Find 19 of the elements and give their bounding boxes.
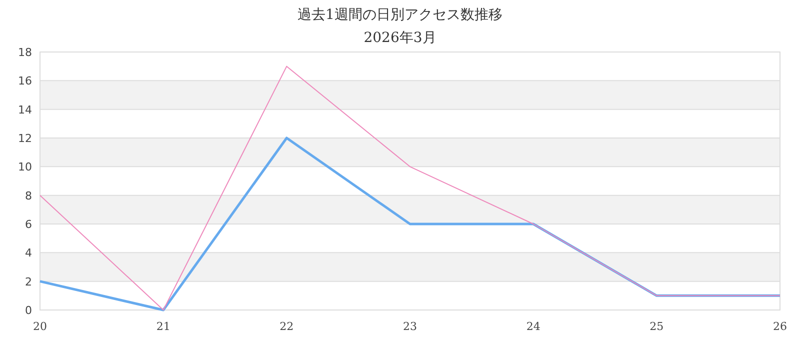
- ytick: 16: [18, 74, 32, 88]
- xtick: 26: [773, 320, 787, 333]
- ytick: 14: [18, 103, 32, 116]
- ytick: 6: [25, 218, 32, 231]
- xtick: 22: [280, 320, 294, 333]
- ytick: 8: [25, 189, 32, 202]
- ytick: 12: [18, 132, 32, 145]
- xtick: 20: [33, 320, 47, 333]
- subtitle: 2026年3月: [364, 30, 436, 46]
- xtick: 23: [403, 320, 417, 333]
- title: 過去1週間の日別アクセス数推移: [298, 7, 502, 23]
- ytick: 18: [18, 46, 32, 59]
- xtick: 21: [156, 320, 170, 333]
- xtick: 24: [526, 320, 540, 333]
- ytick: 10: [18, 160, 32, 174]
- ytick: 2: [25, 275, 32, 288]
- ytick: 4: [25, 246, 32, 260]
- xtick: 25: [650, 320, 664, 333]
- ytick: 0: [25, 304, 32, 317]
